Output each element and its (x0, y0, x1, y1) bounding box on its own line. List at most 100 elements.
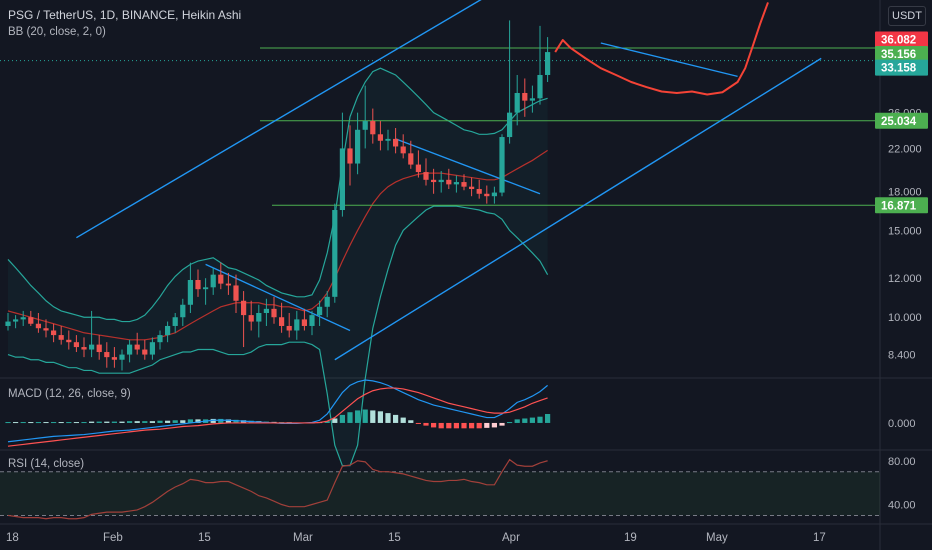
candle-body (279, 317, 285, 326)
macd-histogram-bar (476, 422, 482, 429)
macd-histogram-bar (491, 422, 497, 428)
macd-histogram-bar (5, 422, 11, 424)
candle-body (43, 328, 49, 331)
candle-body (423, 172, 429, 180)
candle-body (187, 279, 193, 305)
macd-histogram-bar (89, 421, 95, 423)
candle-body (332, 210, 338, 297)
candle-body (385, 138, 391, 141)
macd-histogram-bar (28, 422, 34, 424)
candle-body (73, 342, 79, 348)
candle-body (529, 98, 535, 101)
time-tick-label: 19 (624, 532, 637, 544)
currency-button[interactable]: USDT (888, 6, 926, 26)
candle-body (484, 193, 490, 197)
price-badge (875, 46, 928, 63)
candle-body (134, 344, 140, 350)
macd-histogram-bar (415, 422, 421, 424)
macd-histogram-bar (13, 422, 19, 424)
macd-tick-label: 0.000 (888, 418, 916, 430)
macd-histogram-bar (507, 422, 513, 424)
trendline (395, 138, 541, 195)
rsi-band-fill (0, 471, 880, 516)
candle-body (225, 283, 231, 286)
price-badge (875, 197, 928, 214)
macd-histogram-bar (218, 418, 224, 423)
price-badge-label: 25.034 (881, 116, 917, 128)
rsi-line (7, 458, 548, 520)
macd-histogram-bar (187, 419, 193, 423)
candle-body (461, 182, 467, 187)
rsi-label[interactable]: RSI (14, close) (8, 458, 85, 470)
candle-body (111, 357, 117, 360)
trendline (600, 42, 738, 78)
candle-body (180, 304, 186, 318)
candle-body (233, 285, 239, 301)
candle-body (537, 74, 543, 99)
macd-histogram-bar (225, 419, 231, 423)
candle-body (149, 342, 155, 355)
candle-body (28, 317, 34, 324)
candle-body (13, 319, 19, 322)
macd-histogram-bar (180, 420, 186, 423)
macd-histogram-bar (66, 422, 72, 424)
macd-histogram-bar (332, 418, 338, 423)
macd-histogram-bar (119, 421, 125, 423)
price-badge (875, 59, 928, 76)
candle-body (400, 146, 406, 154)
candle-body (51, 330, 57, 336)
candle-body (218, 274, 224, 284)
time-tick-label: 18 (6, 532, 19, 544)
macd-histogram-bar (233, 419, 239, 423)
price-badge-label: 16.871 (881, 200, 917, 212)
candle-body (431, 179, 437, 183)
bb-label[interactable]: BB (20, close, 2, 0) (8, 26, 106, 38)
macd-histogram-bar (446, 422, 452, 429)
candle-body (248, 315, 254, 322)
candle-body (499, 137, 505, 193)
macd-histogram-bar (355, 410, 361, 423)
macd-histogram-bar (20, 422, 26, 424)
candle-body (119, 354, 125, 360)
macd-histogram-bar (149, 421, 155, 423)
candle-body (263, 308, 269, 313)
macd-histogram-bar (111, 421, 117, 423)
candle-body (362, 121, 368, 130)
macd-histogram-bar (165, 420, 171, 423)
bb-lower-line (7, 205, 549, 467)
price-tick-label: 18.000 (888, 186, 922, 198)
candle-body (5, 321, 11, 326)
candle-body (355, 129, 361, 164)
candle-body (165, 325, 171, 336)
candle-body (393, 138, 399, 147)
candle-body (104, 352, 110, 358)
price-tick-label: 22.000 (888, 143, 922, 155)
macd-histogram-bar (134, 421, 140, 423)
macd-histogram-bar (81, 422, 87, 424)
macd-histogram-bar (423, 422, 429, 426)
time-tick-label: 15 (198, 532, 211, 544)
candle-body (241, 300, 247, 316)
macd-histogram-bar (127, 421, 133, 423)
candle-body (271, 308, 277, 318)
candle-body (545, 52, 551, 75)
macd-histogram-bar (324, 421, 330, 423)
macd-histogram-bar (339, 414, 345, 423)
macd-histogram-bar (370, 410, 376, 423)
signal-line (7, 387, 548, 447)
candle-body (66, 339, 72, 343)
candle-body (157, 335, 163, 343)
macd-histogram-bar (438, 422, 444, 429)
candle-body (377, 134, 383, 141)
price-tick-label: 10.000 (888, 312, 922, 324)
price-tick-label: 12.000 (888, 273, 922, 285)
price-badge (875, 31, 928, 48)
candle-body (195, 279, 201, 290)
candle-body (309, 315, 315, 326)
macd-label[interactable]: MACD (12, 26, close, 9) (8, 388, 131, 400)
macd-histogram-bar (96, 421, 102, 423)
candle-body (58, 335, 64, 340)
candle-body (370, 121, 376, 135)
